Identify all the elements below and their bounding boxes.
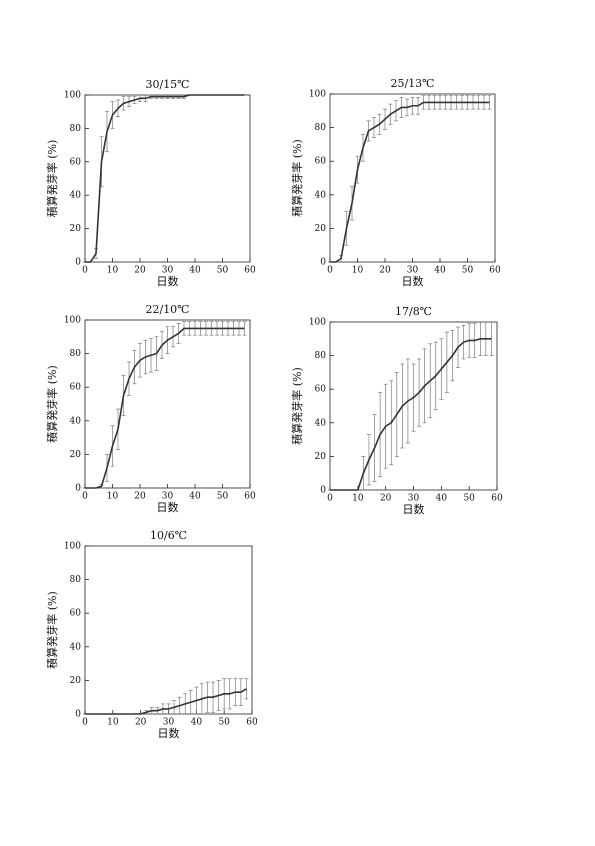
- chart: 22/10℃ 日数 積算発芽率 (%) 0 10 20 30 40 50 60 0 20 40 60 80 1…: [45, 303, 256, 514]
- x-tick-label: 50: [218, 718, 230, 728]
- y-tick-label: 100: [64, 542, 81, 552]
- plot-frame: [84, 545, 253, 715]
- x-tick-label: 20: [135, 718, 147, 728]
- plot-frame: [84, 94, 251, 263]
- y-tick-label: 80: [70, 349, 82, 359]
- x-tick-label: 30: [163, 718, 175, 728]
- x-tick-label: 10: [352, 494, 364, 504]
- y-tick-label: 20: [70, 224, 82, 234]
- y-tick-label: 20: [70, 676, 82, 686]
- x-tick-label: 60: [244, 266, 256, 276]
- y-tick-label: 40: [70, 416, 82, 426]
- y-tick-label: 100: [309, 90, 326, 100]
- y-tick-label: 80: [70, 124, 82, 134]
- x-tick-label: 50: [217, 266, 229, 276]
- y-tick-label: 20: [70, 450, 82, 460]
- x-tick-label: 10: [107, 266, 119, 276]
- x-axis-label: 日数: [402, 275, 424, 288]
- y-tick-label: 0: [75, 484, 81, 494]
- x-tick-label: 10: [107, 492, 119, 502]
- y-tick-label: 40: [315, 190, 327, 200]
- y-tick-label: 60: [70, 157, 82, 167]
- y-tick-label: 80: [70, 575, 82, 585]
- y-axis-label: 積算発芽率 (%): [45, 140, 59, 218]
- x-tick-label: 40: [189, 266, 201, 276]
- x-tick-label: 40: [189, 492, 201, 502]
- chart-title: 22/10℃: [145, 303, 189, 316]
- x-tick-label: 60: [489, 266, 501, 276]
- y-tick-label: 60: [70, 609, 82, 619]
- x-tick-label: 40: [436, 494, 448, 504]
- y-tick-label: 0: [75, 710, 81, 720]
- y-tick-label: 60: [315, 157, 327, 167]
- x-tick-label: 30: [407, 266, 419, 276]
- x-tick-label: 30: [162, 492, 174, 502]
- y-tick-label: 0: [320, 258, 326, 268]
- data-line: [85, 688, 247, 715]
- x-tick-label: 0: [327, 494, 333, 504]
- chart-title: 10/6℃: [150, 529, 187, 542]
- x-tick-label: 30: [408, 494, 420, 504]
- y-tick-label: 40: [70, 191, 82, 201]
- y-tick-label: 0: [75, 258, 81, 268]
- x-tick-label: 60: [246, 718, 258, 728]
- x-tick-label: 60: [491, 494, 503, 504]
- y-tick-label: 20: [315, 224, 327, 234]
- x-tick-label: 30: [162, 266, 174, 276]
- y-tick-label: 20: [315, 452, 327, 462]
- chart-title: 30/15℃: [145, 78, 189, 91]
- y-axis-label: 積算発芽率 (%): [290, 139, 304, 217]
- x-tick-label: 20: [134, 492, 146, 502]
- x-tick-label: 0: [82, 718, 88, 728]
- data-line: [330, 338, 492, 491]
- chart: 25/13℃ 日数 積算発芽率 (%) 0 10 20 30 40 50 60 0 20 40 60 80 1…: [290, 77, 501, 288]
- y-axis-label: 積算発芽率 (%): [290, 367, 304, 445]
- y-tick-label: 60: [70, 383, 82, 393]
- chart: 30/15℃ 日数 積算発芽率 (%) 0 10 20 30 40 50 60 0 20 40 60 80 1…: [45, 78, 256, 288]
- chart-title: 25/13℃: [390, 77, 434, 90]
- y-tick-label: 80: [315, 123, 327, 133]
- y-tick-label: 100: [64, 91, 81, 101]
- x-tick-label: 50: [462, 266, 474, 276]
- x-tick-label: 20: [379, 266, 391, 276]
- x-tick-label: 10: [107, 718, 119, 728]
- x-tick-label: 10: [352, 266, 364, 276]
- chart: 10/6℃ 日数 積算発芽率 (%) 0 10 20 30 40 50 60 0 20 40 60 80 10…: [45, 529, 258, 740]
- y-axis-label: 積算発芽率 (%): [45, 365, 59, 443]
- y-tick-label: 60: [315, 385, 327, 395]
- y-tick-label: 40: [315, 418, 327, 428]
- y-axis-label: 積算発芽率 (%): [45, 591, 59, 669]
- data-line: [85, 327, 245, 489]
- plot-frame: [329, 93, 496, 263]
- x-tick-label: 0: [82, 266, 88, 276]
- x-tick-label: 40: [434, 266, 446, 276]
- data-line: [330, 101, 490, 263]
- y-tick-label: 100: [309, 318, 326, 328]
- chart-title: 17/8℃: [395, 305, 432, 318]
- x-axis-label: 日数: [157, 501, 179, 514]
- x-tick-label: 20: [380, 494, 392, 504]
- y-tick-label: 100: [64, 316, 81, 326]
- x-axis-label: 日数: [403, 503, 425, 516]
- x-tick-label: 60: [244, 492, 256, 502]
- data-line: [85, 94, 245, 263]
- x-tick-label: 0: [82, 492, 88, 502]
- x-axis-label: 日数: [158, 727, 180, 740]
- chart: 17/8℃ 日数 積算発芽率 (%) 0 10 20 30 40 50 60 0 20 40 60 80 10…: [290, 305, 503, 516]
- y-tick-label: 80: [315, 351, 327, 361]
- x-tick-label: 50: [463, 494, 475, 504]
- y-tick-label: 40: [70, 642, 82, 652]
- x-axis-label: 日数: [157, 275, 179, 288]
- y-tick-label: 0: [320, 486, 326, 496]
- x-tick-label: 0: [327, 266, 333, 276]
- x-tick-label: 50: [217, 492, 229, 502]
- x-tick-label: 40: [191, 718, 203, 728]
- x-tick-label: 20: [134, 266, 146, 276]
